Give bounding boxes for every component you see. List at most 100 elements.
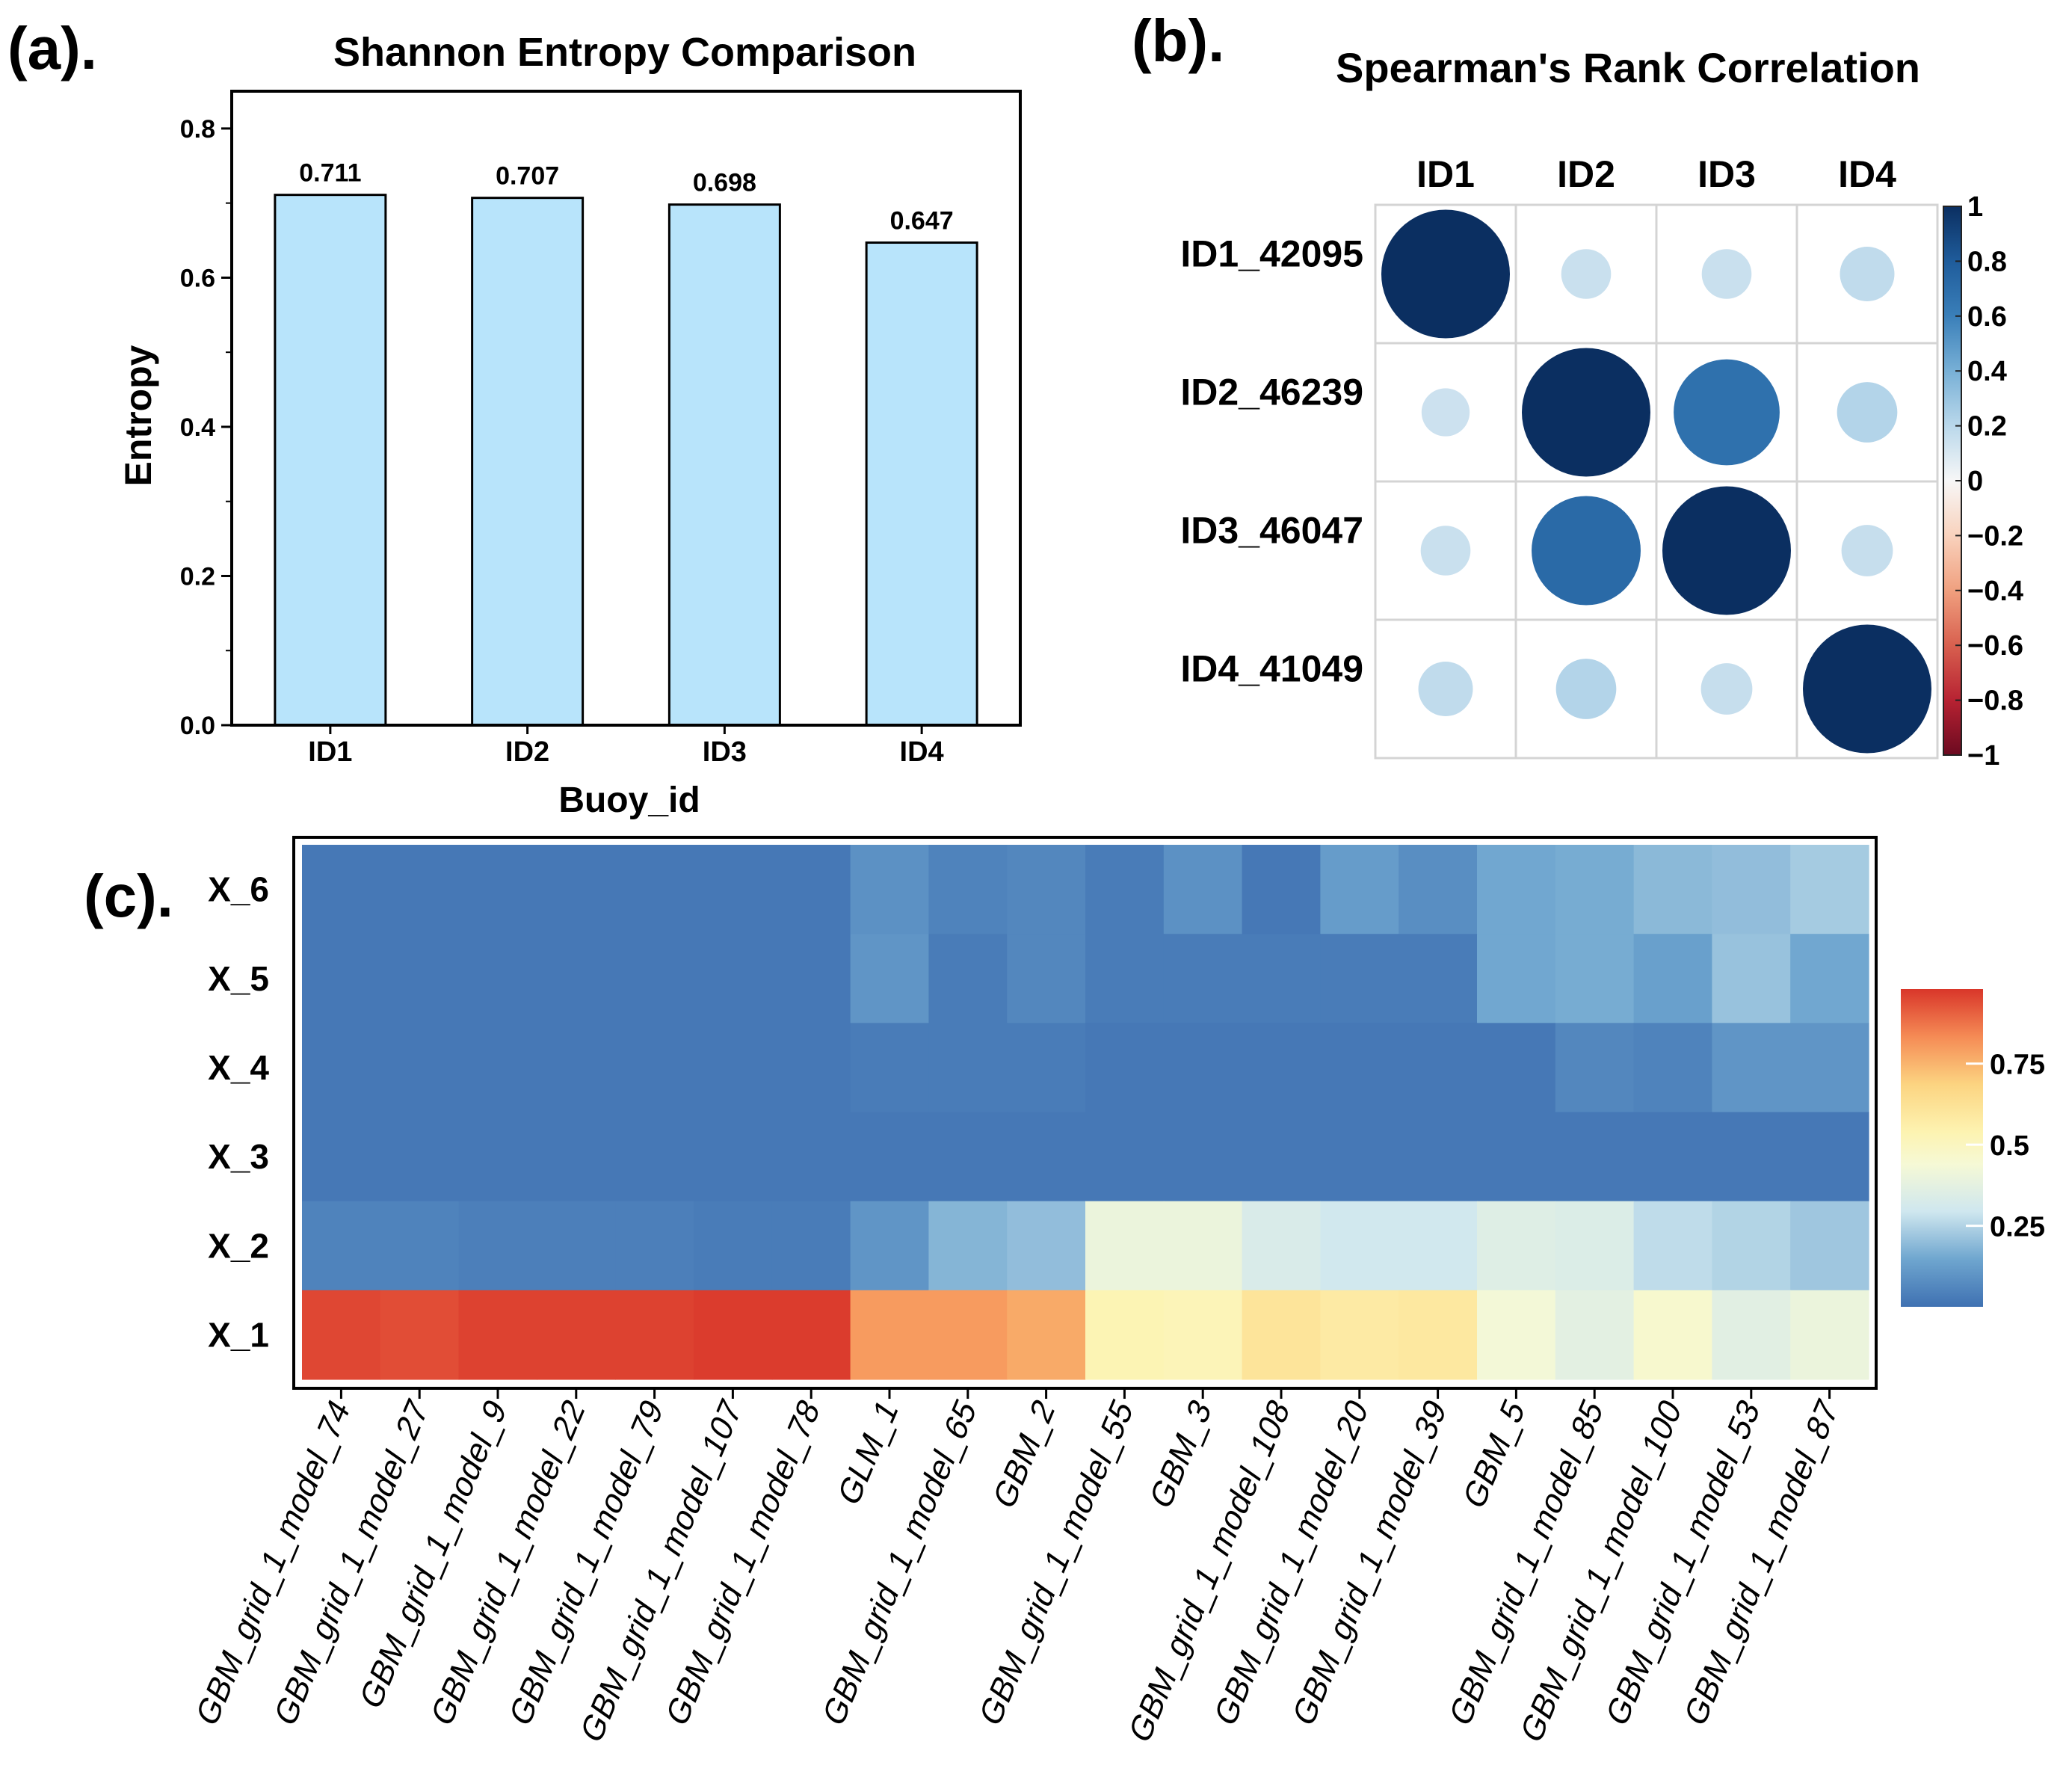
row-label: ID1_42095 [1180,233,1363,275]
heatmap-cell [1555,1112,1635,1202]
heatmap-cell [1007,1201,1086,1291]
colorbar-tick-label: 0 [1967,466,1983,497]
heatmap-cell [850,1112,929,1202]
heatmap-cell [771,1112,851,1202]
bar-value-label: 0.711 [299,159,361,188]
heatmap-cell [1790,1201,1869,1291]
heatmap-cell [615,934,694,1023]
correlation-circle [1700,663,1753,715]
bar [865,241,978,727]
heatmap-cell [1477,1112,1556,1202]
heatmap-cell [1477,1201,1556,1291]
heatmap-cell [1320,934,1399,1023]
heatmap-cell [380,1201,460,1291]
heatmap-cell [1163,934,1243,1023]
heatmap-cell [1085,1023,1165,1113]
heatmap-cell [1790,934,1869,1023]
row-label: X_2 [208,1226,269,1265]
row-label: X_5 [208,959,269,998]
heatmap-cell [1399,1290,1478,1380]
heatmap-cell [928,1290,1008,1380]
column-labels: ID1 ID2 ID3 ID4 [1416,153,1896,195]
column-label: ID4 [1838,153,1896,195]
bar [471,197,585,727]
heatmap-cell [1007,1112,1086,1202]
y-tick-label: 0.4 [180,413,215,442]
colorbar-tick-label: −0.6 [1967,630,2023,662]
row-label: ID4_41049 [1180,648,1363,690]
correlation-circle [1532,496,1641,606]
panel-b-label: (b). [1132,7,1224,74]
colorbar-ticks: 1 0.8 0.6 0.4 0.2 0 −0.2 −0.4 −0.6 −0.8 −1 [1955,191,2023,772]
panel-c: (c). X_6 X_5 X_4 X_3 X_2 X_1 GBM_grid_1_model… [84,836,2045,1750]
heatmap-cell [1633,1112,1712,1202]
panel-a: (a). Shannon Entropy Comparison 0.00.20.… [7,15,1022,820]
panel-b-title: Spearman's Rank Correlation [1336,44,1920,91]
correlation-circle [1803,624,1931,754]
correlation-circle [1561,249,1612,299]
heatmap-cell [850,934,929,1023]
heatmap-cell [771,1023,851,1113]
panel-a-label: (a). [7,15,97,81]
heatmap-cell [1477,1023,1556,1113]
heatmap-cell [1712,1023,1791,1113]
heatmap-cell [928,1201,1008,1291]
heatmap-cell [615,1023,694,1113]
heatmap-cell [1399,1112,1478,1202]
heatmap-cell [928,845,1008,935]
heatmap-cell [537,1023,616,1113]
heatmap-cell [1320,1201,1399,1291]
heatmap-cell [694,1290,773,1380]
heatmap-cell [380,1290,460,1380]
bar [667,203,781,727]
heatmap-cell [1790,1023,1869,1113]
heatmap-cell [694,934,773,1023]
heatmap-cells [302,845,1869,1380]
x-tick-label: ID4 [900,736,944,768]
heatmap-cell [1242,934,1321,1023]
heatmap-cell [537,934,616,1023]
heatmap-cell [1633,845,1712,935]
column-label: ID1 [1416,153,1475,195]
heatmap-cell [1477,845,1556,935]
heatmap-cell [1320,1023,1399,1113]
heatmap-cell [1477,934,1556,1023]
row-labels: ID1_42095 ID2_46239 ID3_46047 ID4_41049 [1180,233,1363,690]
heatmap-cell [771,934,851,1023]
x-tick-label: ID2 [505,736,549,768]
column-label: GBM_5 [1458,1392,1532,1516]
heatmap-cell [302,1112,381,1202]
heatmap-cell [850,1201,929,1291]
x-axis-label: Buoy_id [558,780,700,820]
heatmap-cell [302,1201,381,1291]
heatmap-cell [1790,1290,1869,1380]
heatmap-cell [1320,1290,1399,1380]
row-labels: X_6 X_5 X_4 X_3 X_2 X_1 [208,870,269,1355]
y-tick-label: 0.2 [180,562,215,591]
correlation-circle [1662,486,1791,615]
column-label: ID2 [1557,153,1615,195]
colorbar [1901,989,1983,1307]
correlation-circle [1701,249,1752,299]
heatmap-cell [1163,1023,1243,1113]
heatmap-cell [537,1290,616,1380]
heatmap-cell [458,1023,537,1113]
heatmap-cell [928,1023,1008,1113]
heatmap-cell [380,845,460,935]
row-label: X_1 [208,1315,269,1354]
column-label: GBM_grid_1_model_65 [817,1392,983,1733]
heatmap-cell [615,1112,694,1202]
heatmap-cell [1399,845,1478,935]
correlation-circle [1418,662,1473,716]
correlation-circle [1840,247,1895,301]
colorbar-tick-label: 0.2 [1967,411,2007,443]
column-label: GBM_2 [987,1392,1061,1516]
heatmap-cell [1633,1023,1712,1113]
correlation-circle [1522,348,1650,477]
column-label: GLM_1 [832,1392,904,1512]
heatmap-cell [1085,1112,1165,1202]
correlation-circle [1555,659,1617,719]
x-tick-label: ID3 [703,736,747,768]
heatmap-cell [380,934,460,1023]
column-label: GBM_3 [1144,1392,1218,1516]
